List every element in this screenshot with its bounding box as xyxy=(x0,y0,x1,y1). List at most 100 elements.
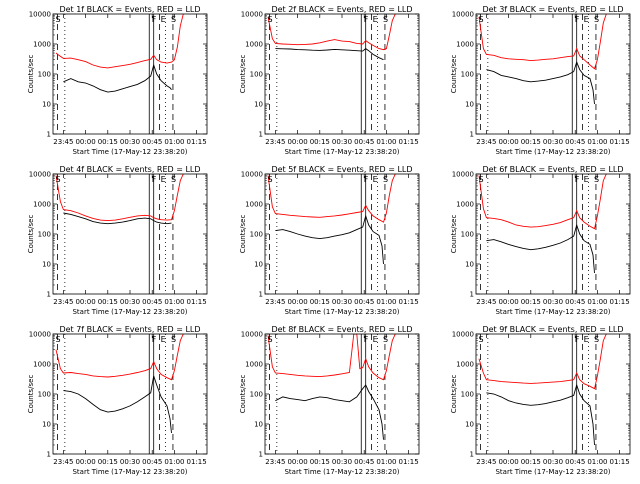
panel-title: Det 4f BLACK = Events, RED = LLD xyxy=(59,165,200,174)
x-tick-label: 00:15 xyxy=(310,458,330,466)
x-axis-label: Start Time (17-May-12 23:38:20) xyxy=(72,308,187,316)
y-tick-label: 1 xyxy=(259,291,263,299)
x-axis-label: Start Time (17-May-12 23:38:20) xyxy=(72,468,187,476)
x-tick-label: 01:15 xyxy=(399,298,419,306)
period-marker-label: S xyxy=(594,175,599,184)
series-events-line xyxy=(63,375,172,434)
plot-frame xyxy=(475,333,631,455)
y-tick-label: 10 xyxy=(465,101,474,109)
panel-title: Det 8f BLACK = Events, RED = LLD xyxy=(271,325,412,334)
panel-det-1: Det 1f BLACK = Events, RED = LLD Counts/s… xyxy=(27,5,208,156)
y-tick-label: 10 xyxy=(254,101,263,109)
x-tick-label: 00:45 xyxy=(142,298,162,306)
period-marker-label: F xyxy=(364,175,369,184)
period-marker-label: E xyxy=(584,175,589,184)
period-marker-label: S xyxy=(171,335,176,344)
series-lld-line xyxy=(267,14,396,51)
x-axis-label: Start Time (17-May-12 23:38:20) xyxy=(495,148,610,156)
series-events-line xyxy=(486,223,595,274)
plot-frame xyxy=(52,333,208,455)
x-tick-label: 00:45 xyxy=(354,138,374,146)
x-tick-label: 01:15 xyxy=(610,298,630,306)
y-tick-label: 1 xyxy=(470,451,474,459)
period-marker-label: S xyxy=(383,175,388,184)
y-tick-label: 10 xyxy=(42,421,51,429)
y-tick-label: 10 xyxy=(42,261,51,269)
period-marker-label: E xyxy=(161,15,166,24)
x-axis-label: Start Time (17-May-12 23:38:20) xyxy=(284,148,399,156)
x-tick-label: 00:15 xyxy=(310,138,330,146)
plot-frame xyxy=(264,333,420,455)
y-tick-label: 10000 xyxy=(241,11,263,19)
panel-det-8: Det 8f BLACK = Events, RED = LLD Counts/s… xyxy=(239,325,420,476)
plot-frame xyxy=(52,13,208,135)
period-marker-label: F xyxy=(364,335,369,344)
x-tick-label: 01:00 xyxy=(376,298,396,306)
x-tick-label: 01:00 xyxy=(376,138,396,146)
period-marker-label: S xyxy=(55,175,60,184)
x-tick-label: 01:00 xyxy=(587,138,607,146)
period-marker-label: S xyxy=(267,175,272,184)
period-marker-label: F xyxy=(575,175,580,184)
period-marker-label: E xyxy=(373,15,378,24)
x-tick-label: 23:45 xyxy=(476,298,496,306)
y-tick-label: 1 xyxy=(259,451,263,459)
x-tick-label: 01:00 xyxy=(164,458,184,466)
series-lld-line xyxy=(478,334,607,390)
y-axis-label: Counts/sec xyxy=(450,55,458,94)
x-tick-label: 23:45 xyxy=(53,138,73,146)
period-marker-label: S xyxy=(171,175,176,184)
y-axis-label: Counts/sec xyxy=(450,375,458,414)
y-tick-label: 10000 xyxy=(452,171,474,179)
period-marker-label: F xyxy=(575,335,580,344)
period-marker-label: F xyxy=(152,175,157,184)
y-tick-label: 1 xyxy=(47,291,51,299)
series-events-line xyxy=(63,63,172,93)
x-tick-label: 00:15 xyxy=(521,138,541,146)
panel-title: Det 6f BLACK = Events, RED = LLD xyxy=(482,165,623,174)
x-tick-label: 00:00 xyxy=(287,458,307,466)
x-tick-label: 00:45 xyxy=(565,458,585,466)
plot-frame xyxy=(475,13,631,135)
y-tick-label: 10000 xyxy=(29,331,51,339)
series-lld-line xyxy=(478,14,607,70)
x-tick-label: 23:45 xyxy=(476,138,496,146)
series-lld-line xyxy=(267,334,396,381)
x-axis-label: Start Time (17-May-12 23:38:20) xyxy=(284,468,399,476)
x-tick-label: 23:45 xyxy=(265,458,285,466)
y-tick-label: 1000 xyxy=(245,201,263,209)
y-tick-label: 10 xyxy=(254,261,263,269)
y-tick-label: 100 xyxy=(461,391,474,399)
x-tick-label: 23:45 xyxy=(53,458,73,466)
period-marker-label: E xyxy=(373,175,378,184)
x-tick-label: 01:00 xyxy=(376,458,396,466)
x-tick-label: 01:00 xyxy=(164,298,184,306)
x-tick-label: 23:45 xyxy=(265,298,285,306)
y-tick-label: 100 xyxy=(38,71,51,79)
y-tick-label: 100 xyxy=(250,231,263,239)
y-tick-label: 10000 xyxy=(29,11,51,19)
x-tick-label: 00:00 xyxy=(498,458,518,466)
plot-frame xyxy=(264,173,420,295)
x-tick-label: 00:30 xyxy=(120,138,140,146)
series-events-line xyxy=(486,60,595,105)
y-tick-label: 100 xyxy=(250,71,263,79)
x-tick-label: 00:30 xyxy=(332,138,352,146)
y-tick-label: 1 xyxy=(259,131,263,139)
x-tick-label: 01:00 xyxy=(587,458,607,466)
period-marker-label: S xyxy=(383,335,388,344)
x-tick-label: 00:15 xyxy=(98,458,118,466)
panel-title: Det 5f BLACK = Events, RED = LLD xyxy=(271,165,412,174)
period-marker-label: S xyxy=(478,15,483,24)
x-tick-label: 01:15 xyxy=(187,458,207,466)
panel-det-7: Det 7f BLACK = Events, RED = LLD Counts/s… xyxy=(27,325,208,476)
y-tick-label: 10 xyxy=(465,421,474,429)
period-marker-label: E xyxy=(161,175,166,184)
x-tick-label: 00:30 xyxy=(543,298,563,306)
panel-title: Det 9f BLACK = Events, RED = LLD xyxy=(482,325,623,334)
panel-title: Det 2f BLACK = Events, RED = LLD xyxy=(271,5,412,14)
y-tick-label: 10000 xyxy=(452,331,474,339)
x-axis-label: Start Time (17-May-12 23:38:20) xyxy=(72,148,187,156)
y-axis-label: Counts/sec xyxy=(450,215,458,254)
x-tick-label: 00:45 xyxy=(142,458,162,466)
